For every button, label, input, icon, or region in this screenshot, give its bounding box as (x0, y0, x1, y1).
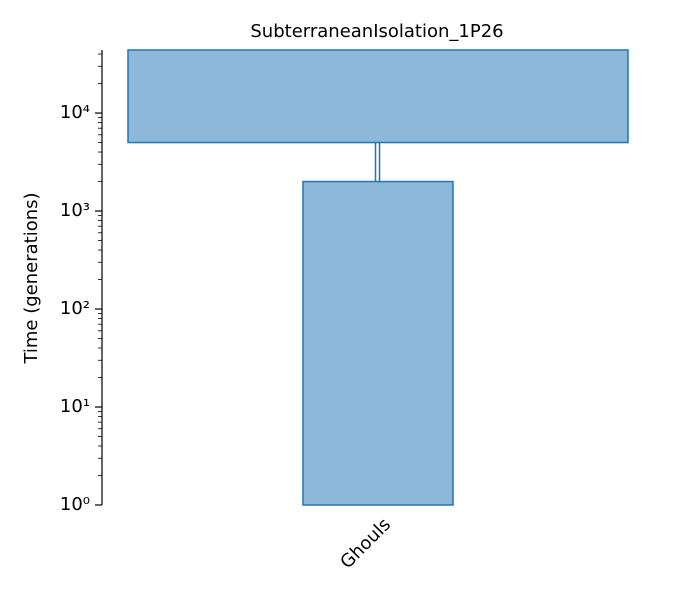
y-tick-label: 10² (60, 298, 90, 319)
y-tick-label: 10³ (60, 200, 90, 221)
y-tick-label: 10⁴ (60, 102, 90, 123)
y-tick-label: 10⁰ (60, 494, 90, 515)
deme-box (127, 49, 629, 144)
deme-box (302, 180, 454, 506)
y-axis-label: Time (generations) (21, 192, 42, 364)
chart-title: SubterraneanIsolation_1P26 (250, 21, 503, 42)
y-tick-label: 10¹ (60, 396, 90, 417)
x-tick-label: Ghouls (336, 514, 395, 573)
